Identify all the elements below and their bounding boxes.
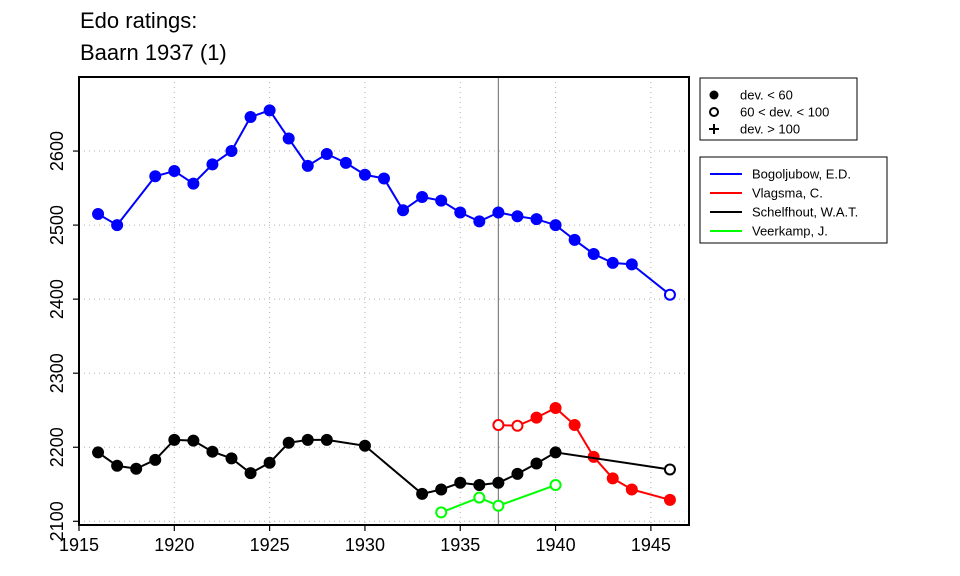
- data-point: [244, 110, 257, 123]
- x-tick-label: 1925: [250, 535, 290, 555]
- data-point: [187, 177, 200, 190]
- data-point: [111, 219, 124, 232]
- plot-border: [78, 76, 690, 526]
- marker-legend-label: 60 < dev. < 100: [740, 105, 829, 120]
- y-tick-label: 2100: [47, 501, 67, 541]
- data-point: [320, 148, 333, 161]
- data-point: [301, 159, 314, 172]
- data-point: [358, 439, 371, 452]
- data-point: [568, 233, 581, 246]
- x-tick-label: 1945: [631, 535, 671, 555]
- data-point: [416, 487, 429, 500]
- data-point: [168, 165, 181, 178]
- data-point: [530, 457, 543, 470]
- y-tick-label: 2400: [47, 279, 67, 319]
- data-point: [111, 459, 124, 472]
- data-point: [435, 194, 448, 207]
- data-point: [339, 156, 352, 169]
- data-point: [473, 215, 486, 228]
- series-legend-label: Vlagsma, C.: [752, 186, 823, 201]
- data-point: [435, 506, 448, 519]
- x-tick-label: 1915: [59, 535, 99, 555]
- series-line-1: [97, 109, 671, 296]
- data-point: [492, 419, 505, 432]
- x-tick-label: 1935: [440, 535, 480, 555]
- x-tick-label: 1920: [154, 535, 194, 555]
- x-tick-label: 1940: [536, 535, 576, 555]
- data-point: [606, 472, 619, 485]
- data-point: [225, 452, 238, 465]
- y-tick-label: 2300: [47, 353, 67, 393]
- data-point: [416, 190, 429, 203]
- marker-legend-box: [699, 77, 858, 141]
- series-line-3: [97, 438, 671, 495]
- data-point: [492, 476, 505, 489]
- series-legend-label: Veerkamp, J.: [752, 224, 828, 239]
- y-tick-label: 2200: [47, 427, 67, 467]
- series-line-2: [498, 406, 671, 501]
- data-point: [378, 172, 390, 185]
- data-point: [320, 433, 333, 446]
- x-tick-label: 1930: [345, 535, 385, 555]
- data-point: [625, 258, 638, 271]
- data-point: [663, 288, 676, 301]
- filled-circle-icon: [709, 90, 719, 100]
- data-point: [511, 419, 524, 432]
- data-point: [282, 436, 295, 449]
- data-point: [454, 476, 467, 489]
- data-point: [511, 467, 524, 480]
- data-point: [587, 247, 600, 260]
- data-point: [225, 145, 238, 158]
- data-point: [282, 132, 295, 145]
- plus-icon: [709, 124, 719, 134]
- data-point: [168, 433, 181, 446]
- data-point: [358, 168, 371, 181]
- y-tick-label: 2500: [47, 205, 67, 245]
- data-point: [473, 479, 486, 492]
- data-point: [568, 419, 581, 432]
- data-point: [663, 493, 676, 506]
- marker-legend-label: dev. < 60: [740, 88, 793, 103]
- data-point: [130, 462, 143, 475]
- chart-title-line-1: Edo ratings:: [80, 8, 198, 33]
- data-point: [549, 479, 562, 492]
- data-point: [92, 446, 105, 459]
- data-point: [149, 453, 162, 466]
- data-point: [263, 456, 276, 469]
- data-point: [435, 483, 448, 496]
- series-legend-label: Bogoljubow, E.D.: [752, 167, 851, 182]
- marker-legend-label: dev. > 100: [740, 122, 800, 137]
- data-point: [473, 491, 486, 504]
- data-point: [549, 219, 562, 232]
- data-point: [301, 433, 314, 446]
- data-point: [492, 499, 505, 512]
- data-point: [530, 411, 543, 424]
- data-point: [206, 445, 219, 458]
- data-point: [263, 104, 276, 117]
- data-point: [549, 446, 562, 459]
- y-tick-label: 2600: [47, 131, 67, 171]
- data-point: [187, 434, 200, 447]
- data-point: [663, 463, 676, 476]
- data-point: [244, 467, 257, 480]
- data-point: [92, 207, 105, 220]
- data-point: [206, 158, 219, 171]
- data-point: [530, 213, 543, 226]
- data-point: [454, 206, 467, 219]
- data-point: [492, 206, 505, 219]
- data-point: [149, 170, 162, 183]
- chart-title-line-2: Baarn 1937 (1): [80, 40, 227, 65]
- data-point: [397, 204, 410, 217]
- series-legend-label: Schelfhout, W.A.T.: [752, 205, 858, 220]
- data-point: [549, 402, 562, 415]
- series-legend-box: [699, 156, 888, 244]
- data-point: [625, 483, 638, 496]
- open-circle-icon: [709, 107, 719, 117]
- data-point: [606, 256, 619, 269]
- series-line-4: [440, 484, 556, 514]
- data-point: [511, 210, 524, 223]
